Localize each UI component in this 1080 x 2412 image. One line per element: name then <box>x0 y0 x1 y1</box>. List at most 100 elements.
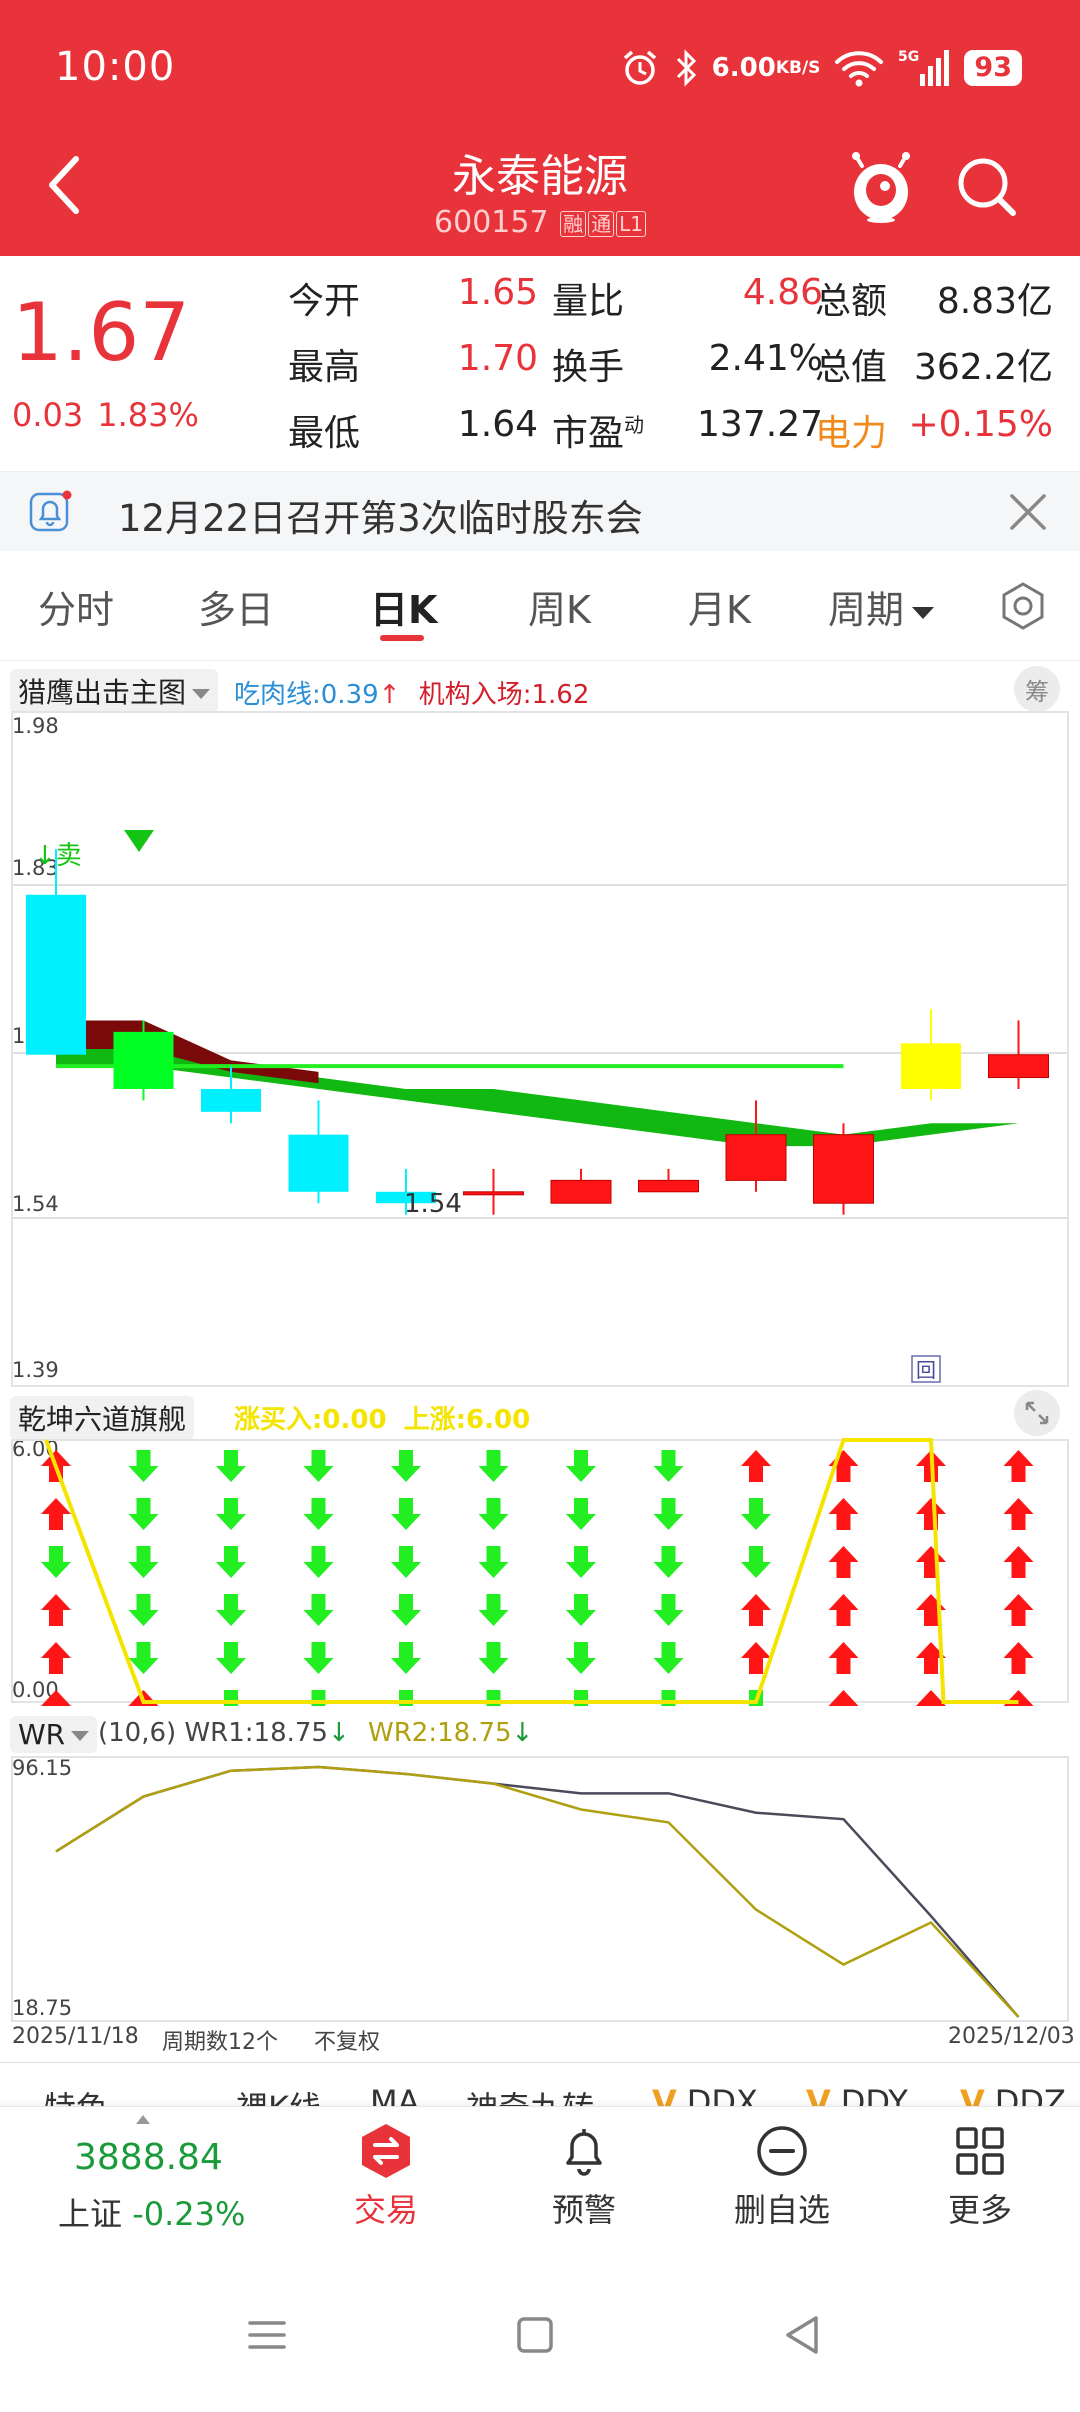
candle-body <box>813 1134 874 1204</box>
stock-code-line: 600157 融通 L1 <box>0 205 1080 240</box>
up-arrow-icon <box>1003 1594 1034 1626</box>
announcement-bar[interactable]: 12月22日召开第3次临时股东会 <box>0 471 1080 551</box>
down-arrow-icon <box>303 1690 334 1706</box>
nav-remove-watchlist[interactable]: 删自选 <box>702 2121 862 2231</box>
home-icon[interactable] <box>510 2310 560 2360</box>
settings-icon[interactable] <box>998 581 1048 631</box>
close-icon[interactable] <box>1006 490 1050 534</box>
turnover-rate-label: 换手 <box>552 347 625 388</box>
sector-label[interactable]: 电力 <box>815 413 888 454</box>
chevron-left-icon <box>49 156 79 214</box>
wifi-icon <box>834 48 884 88</box>
menu-icon[interactable] <box>242 2310 292 2360</box>
tab-daily-k[interactable]: 日K <box>370 588 438 632</box>
tab-multi-day[interactable]: 多日 <box>198 588 275 632</box>
down-arrow-icon <box>303 1498 334 1530</box>
search-button[interactable] <box>955 155 1019 219</box>
down-arrow-icon <box>391 1642 421 1674</box>
up-arrow-icon <box>828 1690 859 1706</box>
sell-signal-marker <box>124 830 154 852</box>
down-arrow-icon <box>41 1546 71 1578</box>
line2-label: 机构入场: <box>418 680 532 710</box>
nav-alert[interactable]: 预警 <box>504 2121 664 2231</box>
pe-value: 137.27 <box>697 404 823 445</box>
last-price: 1.67 <box>12 286 191 379</box>
down-arrow-icon <box>391 1594 421 1626</box>
mascot-icon[interactable] <box>848 150 914 224</box>
margin-tag: 融 <box>560 210 587 237</box>
market-cap-label: 总值 <box>815 347 888 388</box>
up-arrow-icon <box>916 1690 946 1706</box>
six-indicator-selector[interactable]: 乾坤六道旗舰 <box>10 1396 195 1440</box>
indicator-bare-k[interactable]: 裸K线 <box>236 2083 321 2106</box>
down-arrow-icon <box>478 1498 509 1530</box>
back-nav-icon[interactable] <box>778 2310 828 2360</box>
connect-tag: 通 <box>588 210 615 237</box>
adjust-mode[interactable]: 不复权 <box>314 2030 381 2055</box>
back-button[interactable] <box>34 150 94 220</box>
down-arrow-icon: ↓ <box>327 1718 350 1748</box>
search-icon <box>958 158 1016 216</box>
indicator-magic-nine[interactable]: 神奇九转 <box>466 2083 594 2106</box>
market-cap-value: 362.2亿 <box>913 347 1053 388</box>
up-arrow-icon <box>828 1594 859 1626</box>
active-tab-indicator <box>380 635 424 641</box>
y-tick: 1.39 <box>12 1358 59 1382</box>
buy-label: 涨买入: <box>234 1405 323 1435</box>
open-value: 1.65 <box>457 272 538 313</box>
tab-intraday[interactable]: 分时 <box>38 588 115 632</box>
y-tick: 1.83 <box>12 856 59 880</box>
down-arrow-icon <box>128 1450 159 1482</box>
turnover-amount-label: 总额 <box>815 281 888 322</box>
wr1-value: 18.75 <box>253 1718 328 1748</box>
down-arrow-icon <box>478 1690 509 1706</box>
indicator-featured[interactable]: 特色 <box>44 2083 108 2106</box>
tab-period[interactable]: 周期 <box>828 579 936 634</box>
down-arrow-icon <box>128 1498 159 1530</box>
down-arrow-icon <box>653 1450 684 1482</box>
bell-icon <box>566 2129 602 2176</box>
signal-type: 5G <box>898 49 919 65</box>
six-road-chart[interactable] <box>0 1436 1080 1706</box>
announcement-text[interactable]: 12月22日召开第3次临时股东会 <box>118 497 643 540</box>
index-value[interactable]: 3888.84 <box>74 2137 223 2178</box>
down-arrow-icon <box>391 1450 421 1482</box>
nav-trade[interactable]: 交易 <box>306 2121 466 2231</box>
main-indicator-selector[interactable]: 猎鹰出击主图 <box>10 669 219 713</box>
down-arrow-icon <box>478 1546 509 1578</box>
down-arrow-icon <box>303 1642 334 1674</box>
candle-body <box>988 1054 1049 1079</box>
up-arrow-icon <box>828 1642 859 1674</box>
wr-indicator-selector[interactable]: WR <box>10 1716 98 1753</box>
start-date: 2025/11/18 <box>12 2024 139 2049</box>
down-arrow-icon <box>216 1498 246 1530</box>
sector-change[interactable]: +0.15% <box>908 404 1053 445</box>
alarm-icon <box>620 48 660 88</box>
indicator-ddx[interactable]: V DDX <box>652 2083 758 2106</box>
down-arrow-icon <box>653 1642 684 1674</box>
minus-circle-icon <box>757 2126 807 2176</box>
index-label[interactable]: 上证 -0.23% <box>58 2195 246 2233</box>
down-arrow-icon <box>741 1546 771 1578</box>
expand-icon[interactable] <box>1014 1390 1060 1436</box>
price-change: 0.03 1.83% <box>12 396 213 434</box>
bottom-nav: 3888.84 上证 -0.23% 交易 预警 删自选 更多 <box>0 2106 1080 2266</box>
nav-more[interactable]: 更多 <box>900 2121 1060 2231</box>
indicator-ddz[interactable]: V DDZ <box>960 2083 1066 2106</box>
wr2-label: WR2: <box>368 1718 438 1748</box>
up-arrow-icon <box>41 1690 71 1706</box>
candle-body <box>550 1179 612 1204</box>
bluetooth-icon <box>674 48 698 88</box>
indicator-ddy[interactable]: V DDY <box>806 2083 908 2106</box>
tab-monthly-k[interactable]: 月K <box>688 588 751 632</box>
down-arrow-icon <box>216 1450 246 1482</box>
indicator-ma[interactable]: MA <box>370 2083 420 2106</box>
restore-view-button[interactable] <box>911 1355 941 1383</box>
chip-distribution-button[interactable]: 筹 <box>1014 666 1060 712</box>
app-header: 10:00 6.00 KB/S 5G 93 永泰能源 600157 融通 L1 <box>0 0 1080 256</box>
wr-chart[interactable] <box>0 1755 1080 2023</box>
candlestick-chart[interactable]: ↓卖 1.54 回 <box>0 700 1080 1390</box>
tab-weekly-k[interactable]: 周K <box>528 588 591 632</box>
up-arrow-icon <box>741 1642 771 1674</box>
down-arrow-icon <box>391 1498 421 1530</box>
